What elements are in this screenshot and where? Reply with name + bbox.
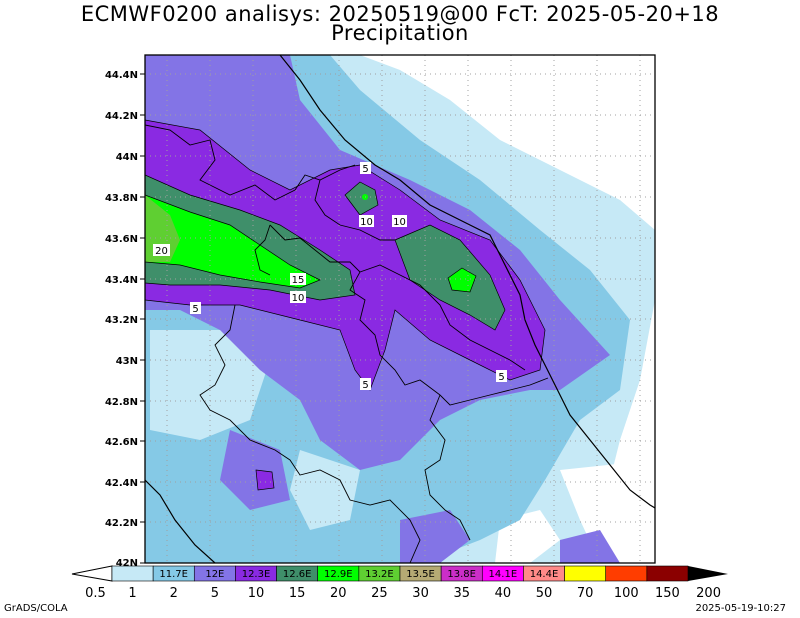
colorbar-lon-label: 13.8E (447, 569, 476, 580)
lat-label: 42.4N (105, 478, 138, 489)
map-frame (144, 54, 656, 564)
latitude-labels: 44.4N 44.2N 44N 43.8N 43.6N 43.4N 43.2N … (105, 70, 138, 569)
contour-label: 10 (292, 293, 305, 304)
map-title: ECMWF0200 analisys: 20250519@00 FcT: 202… (80, 2, 720, 26)
colorbar-value-label: 15 (289, 586, 306, 601)
colorbar: 11.7E 12E 12.3E 12.6E 12.9E 13.2E 13.5E 13.8E 14… (71, 565, 728, 601)
footer-timestamp: 2025-05-19-10:27 (695, 603, 786, 614)
colorbar-value-label: 40 (495, 586, 512, 601)
lat-label: 43.4N (105, 275, 138, 286)
lat-label: 43.8N (105, 193, 138, 204)
colorbar-value-label: 25 (371, 586, 388, 601)
contour-label: 5 (362, 164, 368, 175)
colorbar-value-label: 100 (614, 586, 639, 601)
contour-label: 5 (192, 304, 198, 315)
lat-label: 44.2N (105, 111, 138, 122)
contour-label: 15 (292, 275, 305, 286)
colorbar-cell (564, 565, 607, 582)
lat-label: 42N (116, 558, 138, 569)
colorbar-lon-label: 12.3E (242, 569, 271, 580)
lat-label: 42.6N (105, 437, 138, 448)
colorbar-value-label: 1 (128, 586, 136, 601)
regional-borders (145, 124, 549, 563)
map-subtitle: Precipitation (331, 21, 469, 45)
lat-label: 43N (116, 356, 138, 367)
colorbar-lon-label: 12.6E (283, 569, 312, 580)
colorbar-cell (111, 565, 154, 582)
colorbar-lon-label: 12E (205, 569, 224, 580)
colorbar-low-arrow (71, 565, 113, 582)
colorbar-lon-label: 13.2E (365, 569, 394, 580)
colorbar-cell (646, 565, 689, 582)
colorbar-value-label: 0.5 (85, 586, 106, 601)
colorbar-value-label: 70 (577, 586, 594, 601)
colorbar-value-label: 2 (170, 586, 178, 601)
colorbar-value-label: 30 (412, 586, 429, 601)
coastline (279, 55, 655, 509)
lat-label: 44.4N (105, 70, 138, 81)
contour-label: 5 (362, 380, 368, 391)
precip-band-violet (145, 120, 545, 390)
map-area (145, 55, 655, 563)
colorbar-lon-label: 12.9E (324, 569, 353, 580)
lat-label: 42.8N (105, 397, 138, 408)
lat-label: 43.2N (105, 315, 138, 326)
colorbar-value-label: 5 (211, 586, 219, 601)
colorbar-lon-label: 13.5E (406, 569, 435, 580)
colorbar-value-label: 50 (536, 586, 553, 601)
lat-label: 43.6N (105, 234, 138, 245)
colorbar-value-label: 200 (696, 586, 721, 601)
colorbar-high-arrow (688, 566, 728, 581)
contour-label: 5 (498, 372, 504, 383)
colorbar-lon-label: 14.1E (489, 569, 518, 580)
colorbar-value-label: 20 (330, 586, 347, 601)
lat-label: 44N (116, 152, 138, 163)
colorbar-cell (605, 565, 648, 582)
precip-band-green (145, 195, 320, 288)
contour-label: 10 (360, 217, 373, 228)
colorbar-lon-label: 14.4E (530, 569, 559, 580)
colorbar-lon-label: 11.7E (159, 569, 188, 580)
contour-label: 20 (155, 246, 168, 257)
colorbar-value-label: 10 (248, 586, 265, 601)
colorbar-value-label: 35 (453, 586, 470, 601)
contour-label: 10 (393, 217, 406, 228)
colorbar-value-label: 150 (655, 586, 680, 601)
lat-label: 42.2N (105, 518, 138, 529)
contour-labels: 5 10 10 20 15 10 5 5 5 (153, 162, 507, 391)
footer-software: GrADS/COLA (4, 603, 68, 614)
